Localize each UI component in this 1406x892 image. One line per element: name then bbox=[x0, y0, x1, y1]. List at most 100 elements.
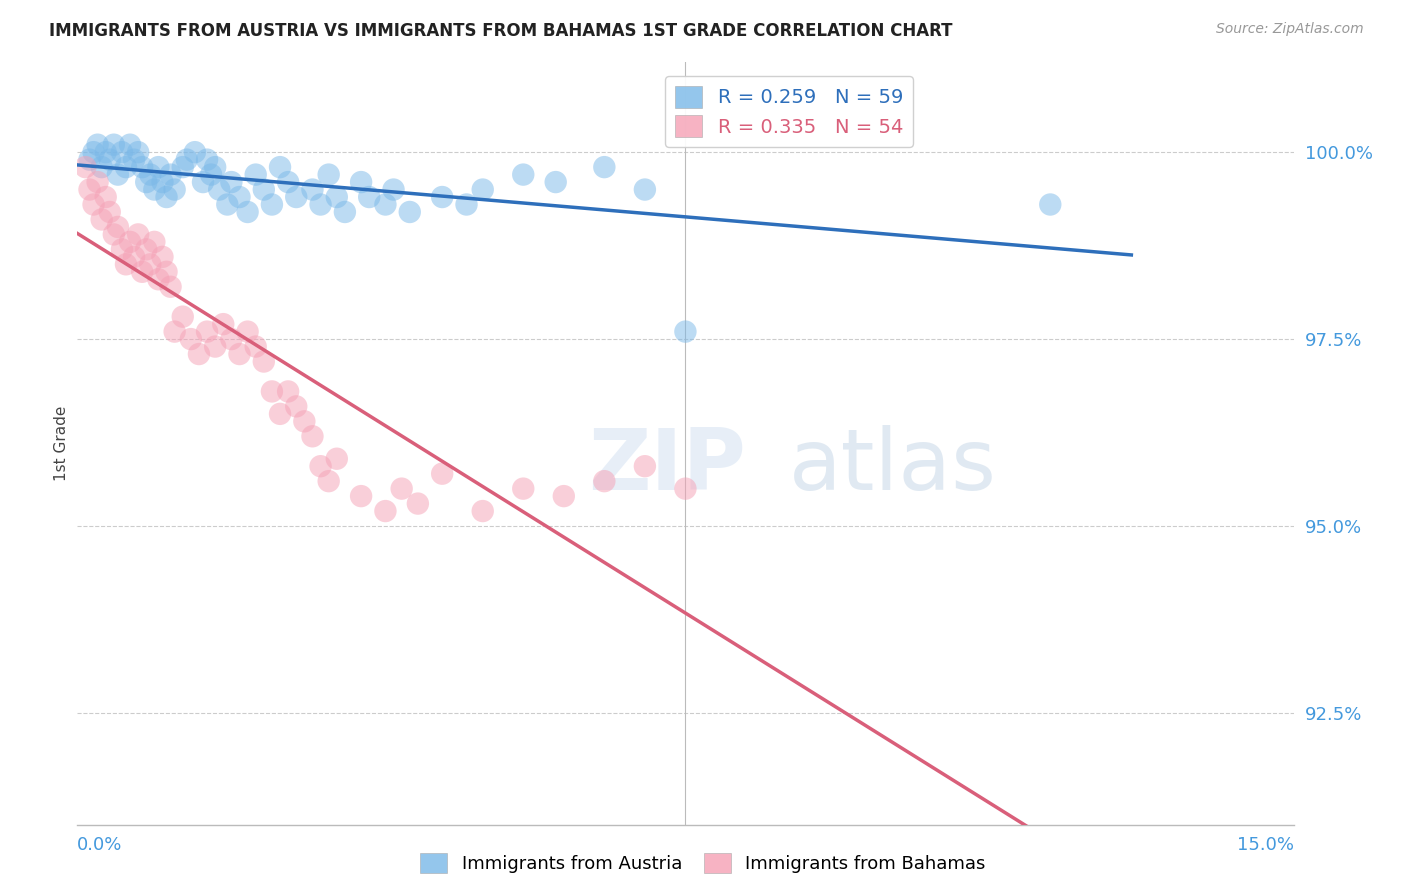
Point bbox=[195, 153, 218, 167]
Point bbox=[245, 168, 267, 182]
Point bbox=[98, 153, 121, 167]
Point bbox=[94, 190, 117, 204]
Y-axis label: 1st Grade: 1st Grade bbox=[53, 406, 69, 482]
Point bbox=[83, 145, 105, 160]
Point bbox=[236, 205, 259, 219]
Point bbox=[318, 168, 340, 182]
Point bbox=[675, 325, 697, 339]
Point bbox=[253, 354, 276, 368]
Point bbox=[675, 482, 697, 496]
Point bbox=[350, 175, 373, 189]
Point bbox=[79, 153, 101, 167]
Point bbox=[127, 145, 149, 160]
Point bbox=[152, 250, 174, 264]
Point bbox=[90, 160, 112, 174]
Point bbox=[217, 197, 239, 211]
Point bbox=[292, 414, 315, 428]
Point bbox=[634, 183, 657, 197]
Point bbox=[374, 197, 396, 211]
Point bbox=[180, 332, 202, 346]
Point bbox=[155, 265, 177, 279]
Point bbox=[221, 175, 243, 189]
Point bbox=[204, 160, 226, 174]
Point bbox=[159, 279, 181, 293]
Text: 0.0%: 0.0% bbox=[77, 837, 122, 855]
Point bbox=[111, 243, 134, 257]
Point bbox=[139, 257, 162, 271]
Point bbox=[456, 197, 478, 211]
Point bbox=[143, 235, 166, 249]
Point bbox=[155, 190, 177, 204]
Point bbox=[103, 227, 125, 242]
Point bbox=[212, 317, 235, 331]
Point bbox=[512, 168, 534, 182]
Point bbox=[135, 175, 157, 189]
Point bbox=[471, 183, 494, 197]
Point bbox=[269, 160, 291, 174]
Point bbox=[318, 474, 340, 488]
Point bbox=[228, 347, 250, 361]
Point bbox=[163, 183, 186, 197]
Point bbox=[148, 160, 170, 174]
Legend: Immigrants from Austria, Immigrants from Bahamas: Immigrants from Austria, Immigrants from… bbox=[413, 846, 993, 880]
Point bbox=[301, 429, 323, 443]
Text: IMMIGRANTS FROM AUSTRIA VS IMMIGRANTS FROM BAHAMAS 1ST GRADE CORRELATION CHART: IMMIGRANTS FROM AUSTRIA VS IMMIGRANTS FR… bbox=[49, 22, 953, 40]
Point bbox=[143, 183, 166, 197]
Point bbox=[309, 197, 332, 211]
Text: 15.0%: 15.0% bbox=[1236, 837, 1294, 855]
Point bbox=[391, 482, 413, 496]
Point bbox=[103, 137, 125, 152]
Point bbox=[593, 474, 616, 488]
Point bbox=[148, 272, 170, 286]
Point bbox=[326, 451, 349, 466]
Point bbox=[115, 160, 138, 174]
Point bbox=[152, 175, 174, 189]
Point bbox=[204, 340, 226, 354]
Text: ZIP: ZIP bbox=[588, 425, 745, 508]
Point bbox=[285, 400, 308, 414]
Point bbox=[200, 168, 222, 182]
Point bbox=[83, 197, 105, 211]
Point bbox=[430, 190, 453, 204]
Point bbox=[277, 384, 299, 399]
Point bbox=[382, 183, 405, 197]
Point bbox=[236, 325, 259, 339]
Point bbox=[90, 212, 112, 227]
Point bbox=[176, 153, 198, 167]
Point bbox=[118, 235, 141, 249]
Point bbox=[260, 384, 283, 399]
Point bbox=[131, 160, 153, 174]
Point bbox=[188, 347, 211, 361]
Point bbox=[122, 153, 145, 167]
Point bbox=[94, 145, 117, 160]
Point bbox=[406, 497, 429, 511]
Point bbox=[111, 145, 134, 160]
Point bbox=[512, 482, 534, 496]
Point bbox=[269, 407, 291, 421]
Point bbox=[309, 459, 332, 474]
Point bbox=[115, 257, 138, 271]
Legend: R = 0.259   N = 59, R = 0.335   N = 54: R = 0.259 N = 59, R = 0.335 N = 54 bbox=[665, 76, 912, 147]
Point bbox=[195, 325, 218, 339]
Point bbox=[634, 459, 657, 474]
Point bbox=[122, 250, 145, 264]
Point bbox=[245, 340, 267, 354]
Point bbox=[98, 205, 121, 219]
Point bbox=[228, 190, 250, 204]
Point bbox=[350, 489, 373, 503]
Point bbox=[86, 175, 108, 189]
Point bbox=[285, 190, 308, 204]
Point bbox=[221, 332, 243, 346]
Point bbox=[359, 190, 381, 204]
Point bbox=[593, 160, 616, 174]
Point bbox=[553, 489, 575, 503]
Point bbox=[326, 190, 349, 204]
Point bbox=[277, 175, 299, 189]
Point bbox=[208, 183, 231, 197]
Text: atlas: atlas bbox=[789, 425, 997, 508]
Text: Source: ZipAtlas.com: Source: ZipAtlas.com bbox=[1216, 22, 1364, 37]
Point bbox=[191, 175, 214, 189]
Point bbox=[118, 137, 141, 152]
Point bbox=[86, 137, 108, 152]
Point bbox=[260, 197, 283, 211]
